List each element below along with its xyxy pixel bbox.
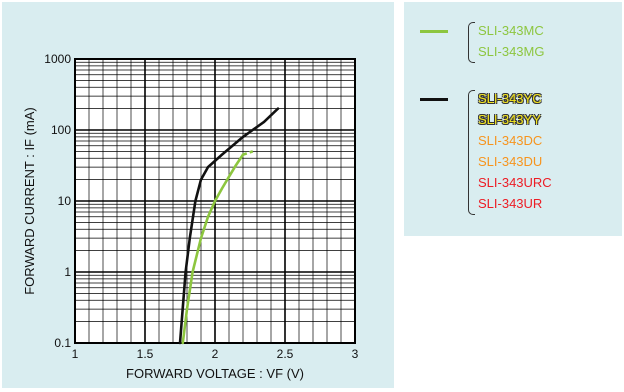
series-line-black (178, 107, 280, 345)
legend-swatch-line (420, 30, 448, 33)
legend-item: SLI-343URC (478, 175, 552, 190)
legend-item: SLI-343DC (478, 133, 543, 148)
legend-brace (468, 22, 475, 63)
legend-item: SLI-343YY (478, 112, 541, 127)
x-tick-label: 2.5 (277, 347, 294, 361)
legend-item: SLI-343DU (478, 154, 543, 169)
x-axis-label: FORWARD VOLTAGE : VF (V) (126, 366, 304, 381)
chart-panel: 1 1.5 2 2.5 3 0.1 1 10 100 1000 FORWARD VOLTAGE : … (2, 2, 394, 388)
legend-item: SLI-343MG (478, 44, 545, 59)
y-tick-label: 100 (51, 123, 71, 137)
plot-frame (74, 58, 356, 344)
y-axis-label: FORWARD CURRENT : IF (mA) (22, 107, 37, 295)
legend-panel: SLI-343MC SLI-343MG SLI-343YC SLI-343YY SLI-… (404, 2, 622, 236)
series-dashed-end-green (242, 150, 254, 156)
y-tick-label: 0.1 (54, 336, 71, 350)
y-tick-label: 1000 (44, 52, 71, 66)
legend-item: SLI-343UR (478, 196, 543, 211)
legend-brace (468, 90, 475, 215)
x-tick-label: 1 (72, 347, 79, 361)
x-tick-label: 1.5 (137, 347, 154, 361)
y-tick-label: 10 (58, 194, 72, 208)
legend-item: SLI-343YC (478, 91, 542, 106)
y-tick-label: 1 (64, 265, 71, 279)
legend-item: SLI-343MC (478, 23, 544, 38)
series-line-green (181, 153, 245, 345)
legend-swatch-line (420, 98, 448, 101)
x-tick-label: 3 (352, 347, 359, 361)
x-tick-label: 2 (212, 347, 219, 361)
